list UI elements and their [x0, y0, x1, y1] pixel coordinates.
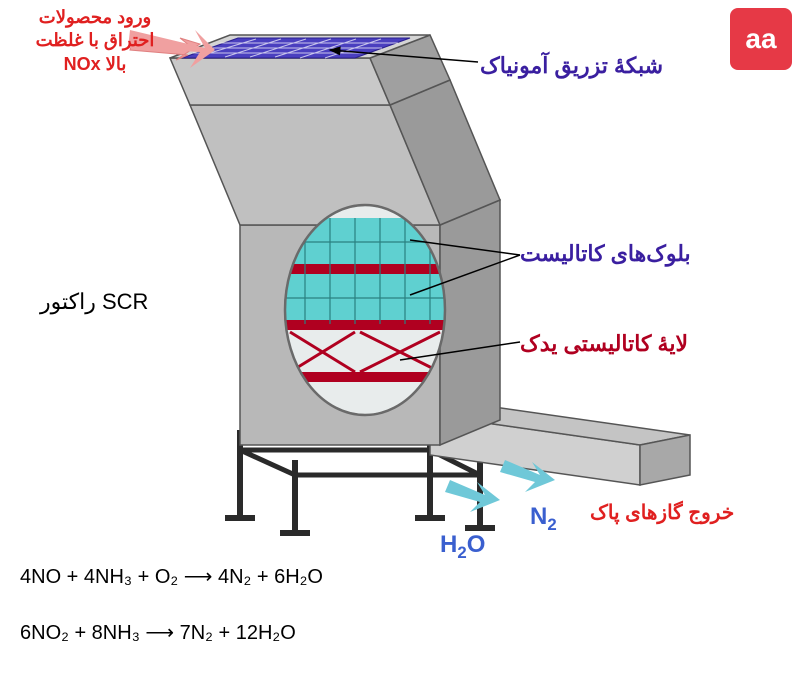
- catalyst-blocks-label: بلوک‌های کاتالیست: [520, 240, 691, 269]
- equation-1: 4NO + 4NH₃ + O₂ ⟶ 4N₂ + 6H₂O: [20, 563, 323, 591]
- spare-layer-label: لایۀ کاتالیستی یدک: [520, 330, 688, 359]
- ammonia-grid-label: شبکۀ تزریق آمونیاک: [480, 52, 663, 81]
- h2o-label: H2O: [440, 498, 485, 564]
- outlet-label: خروج گازهای پاک: [590, 500, 734, 526]
- n2-label: N2: [530, 470, 557, 536]
- equation-2: 6NO₂ + 8NH₃ ⟶ 7N₂ + 12H₂O: [20, 619, 323, 647]
- reactor-label: راکتور SCR: [40, 288, 148, 317]
- inlet-label: ورود محصولات احتراق با غلظت NOx بالا: [20, 6, 170, 76]
- logo-badge: aa: [730, 8, 792, 70]
- reaction-equations: 4NO + 4NH₃ + O₂ ⟶ 4N₂ + 6H₂O 6NO₂ + 8NH₃…: [20, 535, 323, 675]
